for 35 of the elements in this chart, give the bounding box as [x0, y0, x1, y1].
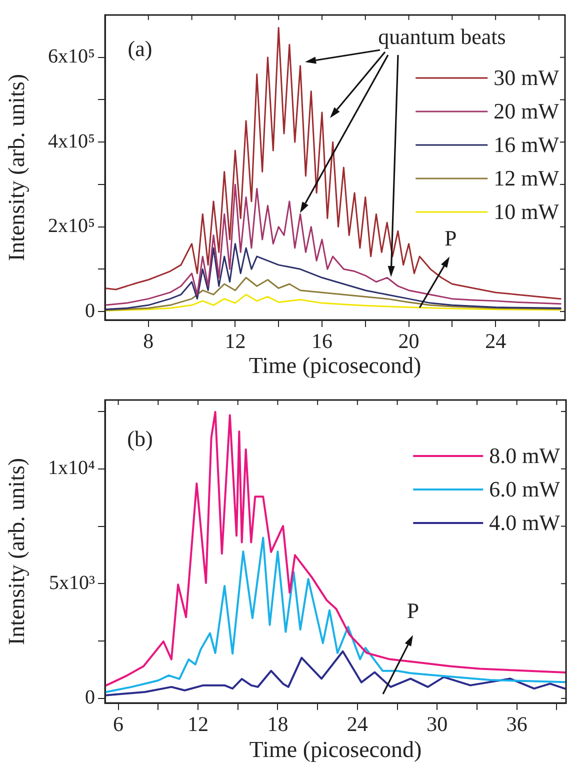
x-tick-label: 8 [143, 329, 154, 354]
annotation: quantum beats [378, 24, 506, 49]
x-tick-label: 30 [426, 712, 448, 736]
y-axis-title: Intensity (arb. units) [4, 458, 29, 646]
x-axis-title: Time (picosecond) [249, 737, 422, 762]
legend-label: 30 mW [494, 64, 560, 90]
annotation: P [444, 225, 457, 250]
x-tick-label: 6 [113, 712, 124, 736]
legend-label: 20 mW [494, 98, 560, 124]
legend-label: 4.0 mW [489, 510, 560, 535]
legend-label: 16 mW [494, 132, 560, 157]
y-tick-label: 6x10⁵ [48, 46, 95, 68]
x-tick-label: 12 [187, 712, 208, 736]
y-tick-label: 0 [85, 686, 95, 709]
annotation: P [406, 598, 420, 623]
x-tick-label: 24 [485, 329, 507, 354]
x-tick-label: 20 [398, 329, 420, 354]
y-tick-label: 0 [85, 300, 95, 322]
y-tick-label: 5x10³ [49, 572, 95, 594]
legend-label: 12 mW [494, 165, 560, 190]
x-tick-label: 18 [267, 712, 288, 736]
x-tick-label: 36 [506, 712, 528, 736]
x-tick-label: 12 [224, 329, 246, 354]
x-tick-label: 24 [346, 712, 368, 736]
x-tick-label: 16 [311, 329, 332, 354]
x-axis-title: Time (picosecond) [248, 353, 422, 378]
legend-label: 8.0 mW [489, 442, 560, 468]
annotation: (b) [127, 426, 153, 451]
y-tick-label: 4x10⁵ [48, 130, 95, 152]
annotation: (a) [128, 36, 152, 61]
legend-label: 10 mW [494, 198, 560, 224]
y-tick-label: 2x10⁵ [48, 215, 95, 238]
legend-label: 6.0 mW [489, 476, 560, 502]
y-tick-label: 1x10⁴ [48, 457, 96, 480]
y-axis-title: Intensity (arb. units) [4, 74, 29, 262]
